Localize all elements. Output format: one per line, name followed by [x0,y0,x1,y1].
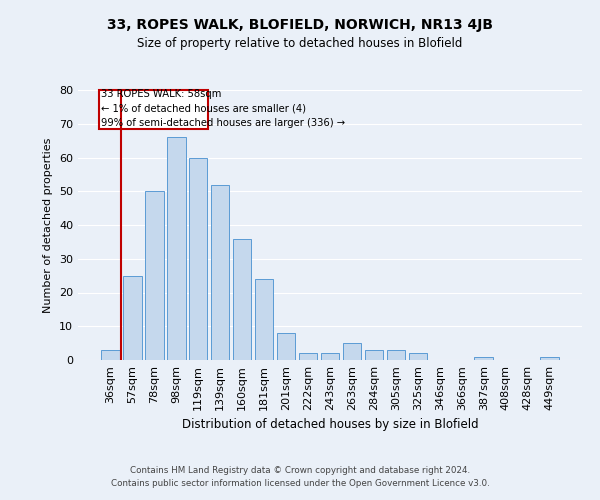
Bar [365,350,383,360]
Bar [211,184,229,360]
Bar [167,137,185,360]
Bar [233,238,251,360]
Text: 33, ROPES WALK, BLOFIELD, NORWICH, NR13 4JB: 33, ROPES WALK, BLOFIELD, NORWICH, NR13 … [107,18,493,32]
Bar [255,279,274,360]
X-axis label: Distribution of detached houses by size in Blofield: Distribution of detached houses by size … [182,418,478,432]
Text: Contains HM Land Registry data © Crown copyright and database right 2024.
Contai: Contains HM Land Registry data © Crown c… [110,466,490,487]
Bar [101,350,119,360]
Bar [123,276,142,360]
Bar [409,353,427,360]
Bar [277,333,295,360]
Bar [320,353,340,360]
Bar [541,356,559,360]
Y-axis label: Number of detached properties: Number of detached properties [43,138,53,312]
Bar [386,350,405,360]
Bar [475,356,493,360]
Bar [145,191,164,360]
Text: Size of property relative to detached houses in Blofield: Size of property relative to detached ho… [137,38,463,51]
FancyBboxPatch shape [99,90,208,129]
Text: 33 ROPES WALK: 58sqm
← 1% of detached houses are smaller (4)
99% of semi-detache: 33 ROPES WALK: 58sqm ← 1% of detached ho… [101,89,346,128]
Bar [189,158,208,360]
Bar [299,353,317,360]
Bar [343,343,361,360]
